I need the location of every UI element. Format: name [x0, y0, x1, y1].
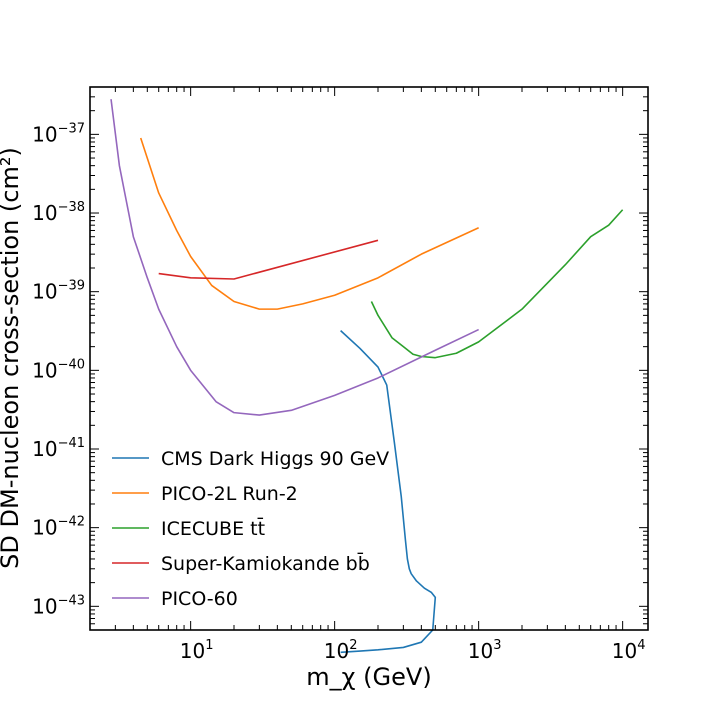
y-tick-label-exp: −39: [58, 279, 85, 294]
y-tick-label: 10−40: [32, 357, 85, 382]
y-tick-label: 10−37: [32, 121, 85, 146]
x-tick-labels: 101 102 103 104: [180, 638, 646, 663]
x-tick-label-exp: 1: [205, 638, 213, 653]
y-tick-label: 10−42: [32, 515, 85, 540]
x-tick-label-base: 10: [180, 639, 205, 663]
x-tick-label-base: 10: [612, 639, 637, 663]
x-tick-label: 104: [612, 638, 646, 663]
y-tick-label-base: 10: [32, 594, 57, 618]
series-line-4: [110, 99, 479, 416]
x-tick-label-base: 10: [468, 639, 493, 663]
y-tick-label-exp: −42: [58, 515, 85, 530]
x-tick-label-exp: 3: [493, 638, 501, 653]
y-tick-label-exp: −37: [58, 121, 85, 136]
plot-frame: [89, 86, 649, 631]
legend-label-3: Super-Kamiokande bb̄: [161, 551, 370, 575]
series-line-1: [139, 137, 479, 310]
minor-ticks: [89, 86, 648, 630]
series-line-0: [340, 330, 437, 654]
legend-label-0: CMS Dark Higgs 90 GeV: [161, 448, 389, 470]
y-tick-label-exp: −41: [58, 436, 85, 451]
y-tick-label-base: 10: [32, 122, 57, 146]
legend-label-1: PICO-2L Run-2: [161, 483, 298, 505]
x-tick-label: 101: [180, 638, 214, 663]
x-tick-label-base: 10: [324, 639, 349, 663]
y-tick-label: 10−43: [32, 593, 85, 618]
x-tick-label: 102: [324, 638, 358, 663]
y-tick-label-base: 10: [32, 516, 57, 540]
legend: CMS Dark Higgs 90 GeV PICO-2L Run-2 ICECUB…: [112, 448, 389, 610]
y-tick-label-exp: −43: [58, 593, 85, 608]
x-tick-label-exp: 4: [637, 638, 645, 653]
legend-label-2: ICECUBE tt̄: [161, 516, 265, 540]
series-line-3: [158, 239, 379, 280]
x-tick-label: 103: [468, 638, 502, 663]
y-tick-label-base: 10: [32, 280, 57, 304]
y-tick-label-base: 10: [32, 201, 57, 225]
y-axis-label: SD DM-nucleon cross-section (cm²): [0, 147, 24, 569]
y-tick-label-exp: −40: [58, 357, 85, 372]
series-line-2: [370, 209, 624, 359]
y-tick-label-base: 10: [32, 358, 57, 382]
series-layer: [110, 99, 624, 654]
legend-label-4: PICO-60: [161, 588, 238, 610]
y-tick-label: 10−38: [32, 200, 85, 225]
major-ticks: [90, 87, 648, 630]
x-axis-label: m_χ (GeV): [306, 663, 431, 691]
x-tick-label-exp: 2: [349, 638, 357, 653]
y-tick-label: 10−39: [32, 279, 85, 304]
y-tick-label-exp: −38: [58, 200, 85, 215]
y-tick-label: 10−41: [32, 436, 85, 461]
y-tick-label-base: 10: [32, 437, 57, 461]
